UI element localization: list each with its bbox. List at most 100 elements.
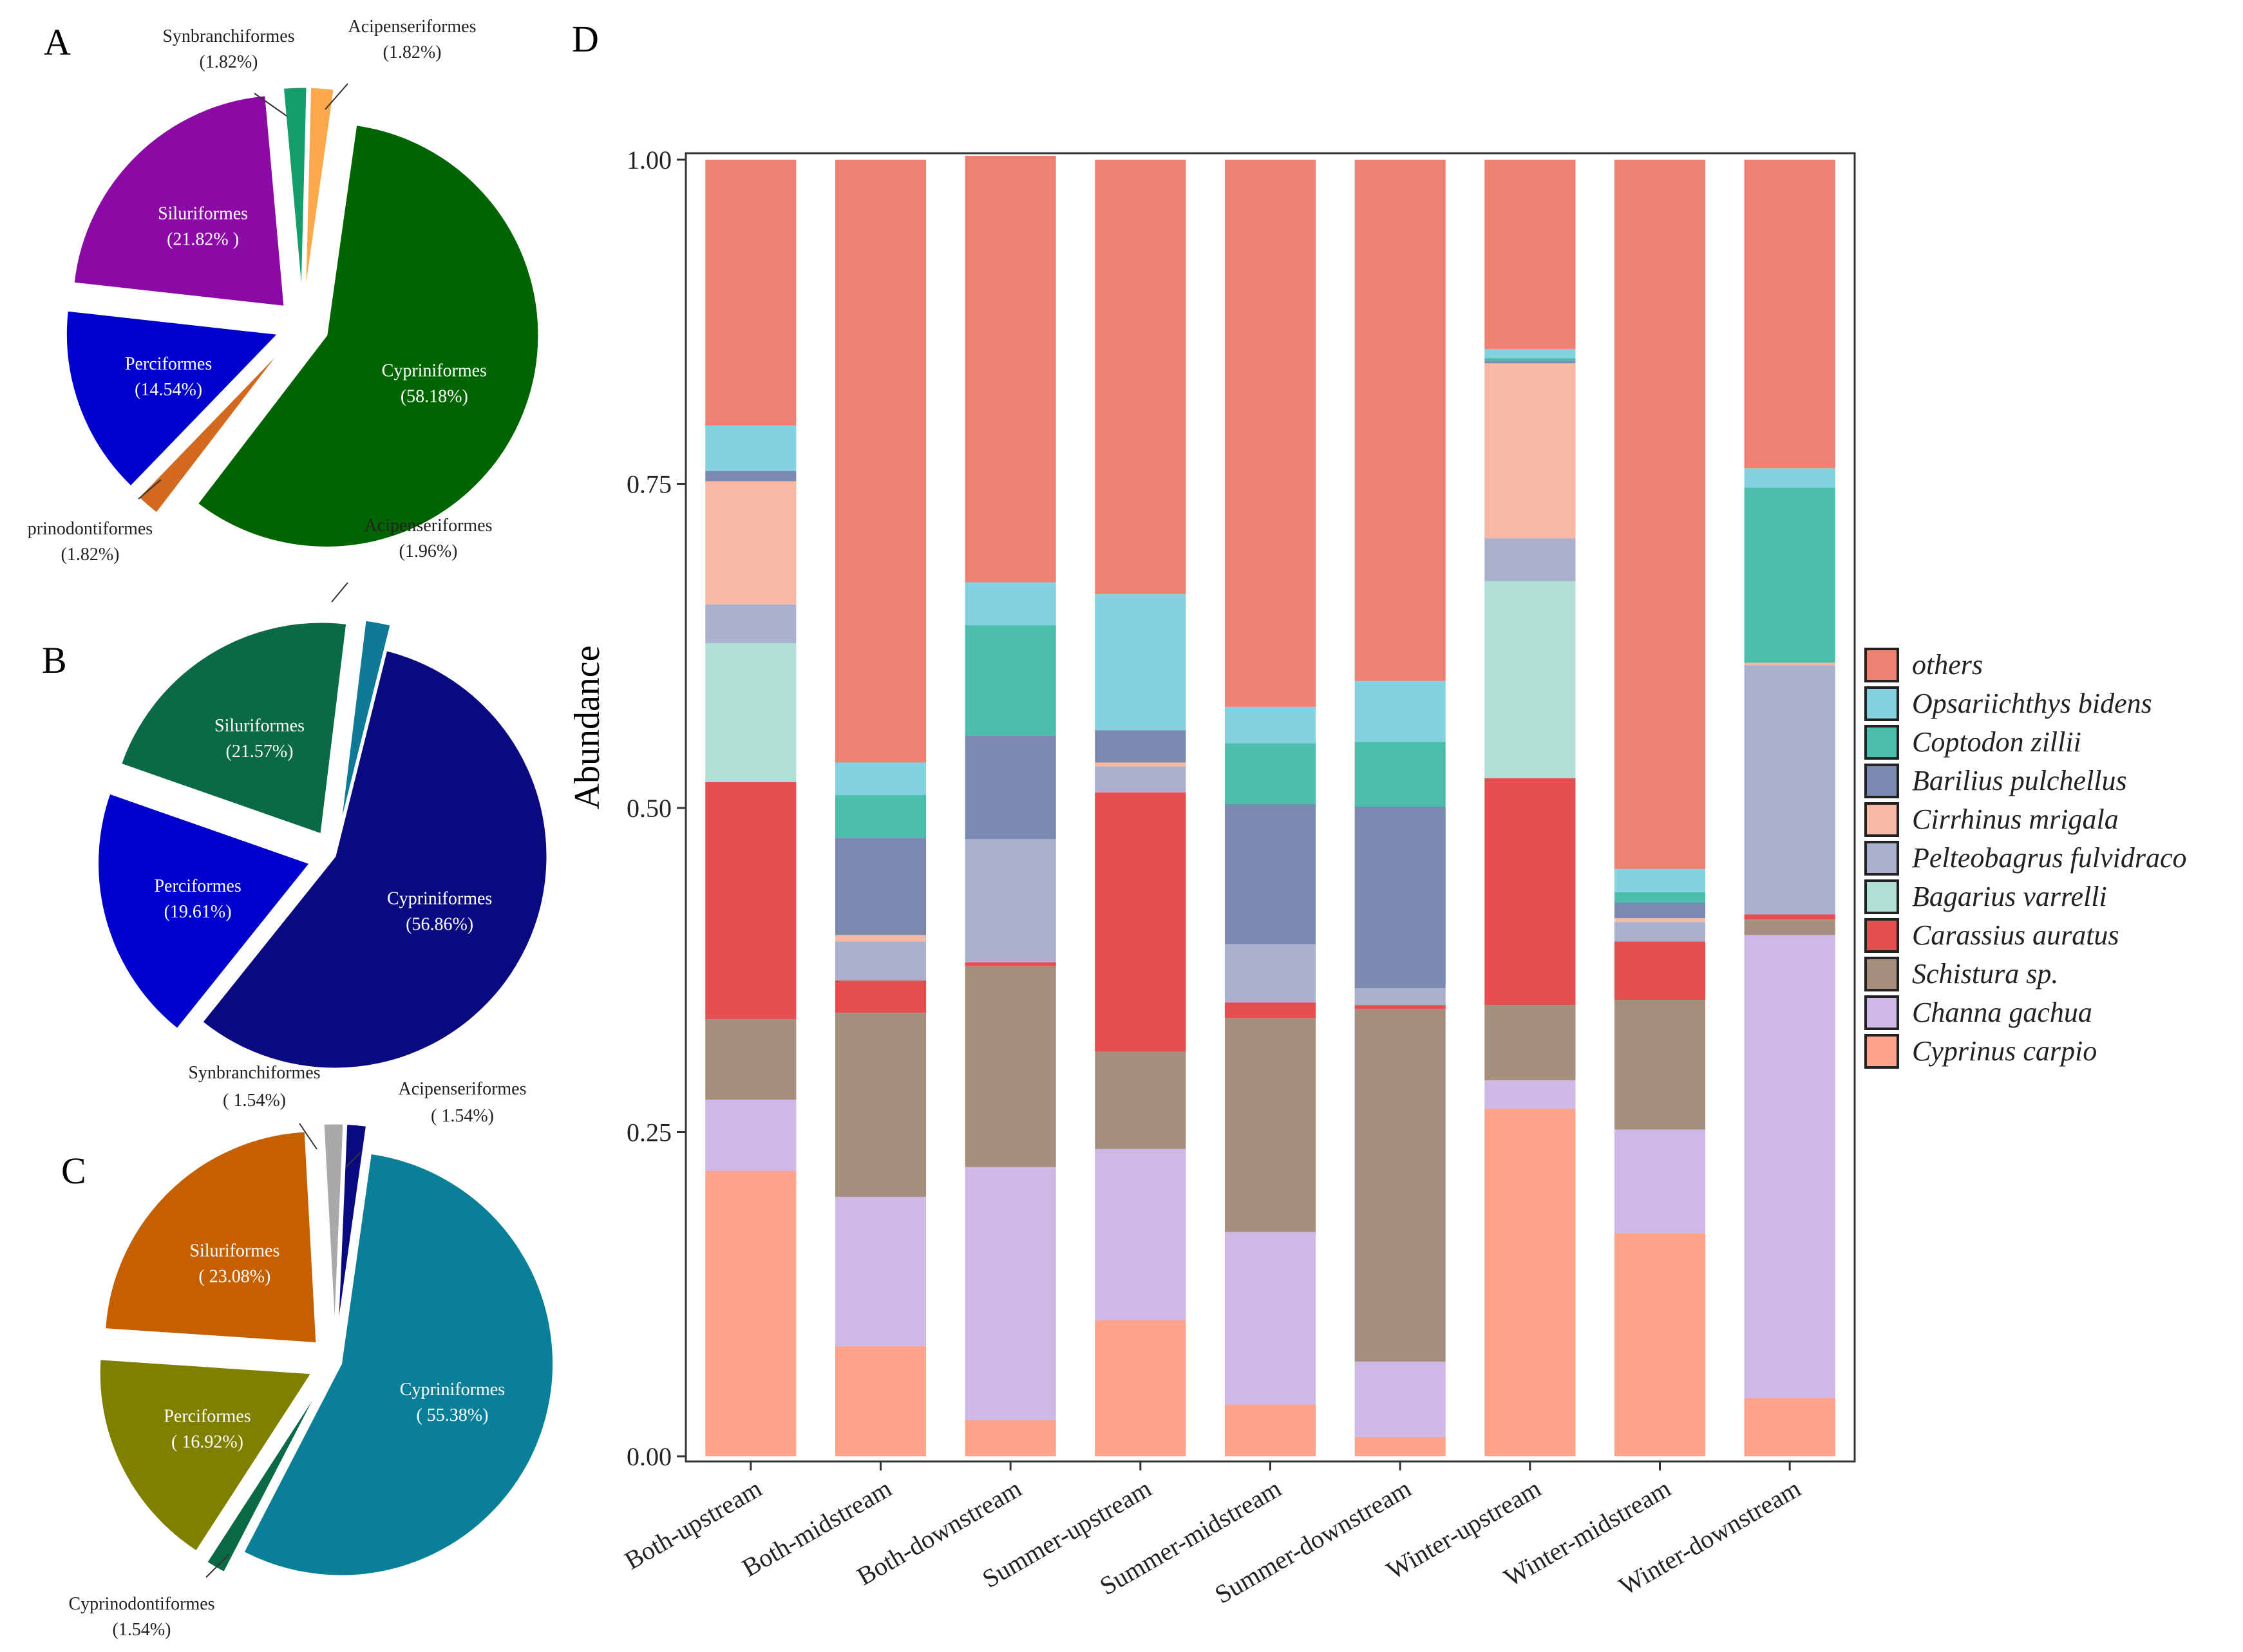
legend-swatch	[1864, 802, 1899, 837]
bar-segment	[1484, 349, 1576, 359]
bar-segment	[1614, 941, 1706, 1000]
pie-b: Cypriniformes (56.86%) Perciformes (19.61%)…	[97, 516, 549, 1070]
bar-segment	[1744, 1398, 1835, 1456]
pie-slice-label: Synbranchiformes	[162, 26, 294, 46]
bar-segment	[965, 155, 1056, 583]
bar-segment	[1095, 730, 1186, 763]
bar-segment	[1614, 922, 1706, 942]
pie-slice-label: prinodontiformes	[28, 519, 153, 539]
bar-segment	[1095, 594, 1186, 731]
bar-segment	[835, 1013, 927, 1197]
pie-slice-perciformes	[98, 1358, 314, 1553]
bar-segment	[1224, 944, 1316, 1003]
bar-segment	[1614, 918, 1706, 923]
pie-slice-siluriformes	[104, 1130, 318, 1345]
pie-slice-acipenseriformes	[303, 86, 336, 300]
pie-slice-percent: (19.61%)	[164, 902, 232, 922]
bar-segment	[965, 582, 1056, 626]
bar-segment	[965, 735, 1056, 840]
bar-segment	[705, 425, 797, 471]
pie-c: Cypriniformes ( 55.38%) Cyprinodontiformes…	[68, 1063, 555, 1640]
bar-segment	[1354, 806, 1446, 988]
bar-segment	[1744, 665, 1835, 915]
pie-slice-siluriformes	[72, 94, 286, 308]
pie-slice-percent: (1.82%)	[200, 52, 258, 72]
bar-segment	[1484, 363, 1576, 539]
bar-segment	[705, 1019, 797, 1100]
bar-segment	[1614, 1233, 1706, 1456]
legend-label: Carassius auratus	[1912, 919, 2119, 951]
bar-segment	[1484, 160, 1576, 350]
pie-slice-percent: ( 16.92%)	[171, 1432, 243, 1452]
pie-slice-label: Siluriformes	[214, 716, 305, 736]
pie-leader-line	[331, 582, 348, 603]
bar-segment	[1224, 1002, 1316, 1018]
bar-segment	[835, 838, 927, 935]
y-tick-label: 1.00	[627, 145, 672, 174]
y-tick-label: 0.00	[627, 1442, 672, 1471]
bar-segment	[965, 966, 1056, 1167]
legend-swatch	[1864, 686, 1899, 721]
bar-segment	[1614, 160, 1706, 869]
bar-segment	[1614, 892, 1706, 903]
legend-swatch	[1864, 841, 1899, 876]
pie-slice-label: Acipenseriformes	[364, 516, 492, 536]
pie-slice-percent: (21.82% )	[167, 230, 239, 250]
pie-slice-percent: (14.54%)	[135, 380, 202, 400]
pie-slice-perciformes	[64, 309, 281, 489]
pie-slice-acipenseriformes	[336, 1122, 368, 1337]
bar-segment	[965, 1420, 1056, 1456]
bar-segment	[1744, 487, 1835, 663]
bar-segment	[1484, 1080, 1576, 1109]
pie-slice-label: Cypriniformes	[400, 1380, 505, 1400]
panel-letter-b: B	[42, 639, 67, 681]
bar-segment	[705, 481, 797, 605]
bar-segment	[1224, 706, 1316, 744]
legend-swatch	[1864, 725, 1899, 760]
panel-letter-d: D	[572, 18, 599, 60]
bar-segment	[835, 1346, 927, 1456]
bar-segment	[1095, 792, 1186, 1052]
y-tick-label: 0.75	[627, 470, 672, 499]
bar-segment	[1224, 160, 1316, 707]
bar-segment	[965, 962, 1056, 966]
bar-segment	[1224, 1018, 1316, 1232]
pie-slice-prinodontiformes	[137, 344, 287, 515]
pie-slice-percent: (1.82%)	[383, 42, 442, 62]
bar-segment	[705, 643, 797, 782]
bar-segment	[835, 935, 927, 942]
legend-label: Bagarius varrelli	[1912, 881, 2107, 912]
pie-slice-label: Synbranchiformes	[188, 1063, 320, 1083]
bar-segment	[835, 794, 927, 838]
bar-segment	[1614, 868, 1706, 892]
pie-slice-cypriniformes	[241, 1152, 555, 1577]
pie-slice-percent: ( 23.08%)	[198, 1266, 270, 1286]
legend-swatch	[1864, 995, 1899, 1030]
bar-segment	[1484, 358, 1576, 361]
bar-segment	[1224, 1404, 1316, 1456]
bar-segment	[1354, 988, 1446, 1006]
bar-segment	[1095, 1149, 1186, 1320]
bar-segment	[1744, 914, 1835, 920]
pie-leader-line	[254, 93, 287, 117]
pie-slice-percent: ( 55.38%)	[416, 1405, 488, 1425]
y-axis-title: Abundance	[567, 645, 607, 809]
bar-segment	[1095, 766, 1186, 793]
bar-segment	[1484, 581, 1576, 778]
legend-swatch	[1864, 957, 1899, 991]
pie-slice-percent: (21.57%)	[226, 742, 294, 762]
y-tick-label: 0.50	[627, 794, 672, 823]
pie-slice-label: Acipenseriformes	[348, 17, 476, 37]
pie-slice-percent: (1.82%)	[61, 545, 120, 565]
bar-segment	[835, 941, 927, 981]
bar-segment	[1744, 935, 1835, 1398]
bar-segment	[1484, 778, 1576, 1006]
bar-segment	[705, 1100, 797, 1171]
bar-segment	[1224, 743, 1316, 804]
pie-slice-cypriniformes	[196, 123, 540, 549]
pie-slice-label: Perciformes	[125, 354, 212, 374]
bar-segment	[705, 1170, 797, 1456]
bar-segment	[835, 1197, 927, 1346]
bar-segment	[1224, 803, 1316, 944]
legend-label: Pelteobagrus fulvidraco	[1911, 842, 2187, 874]
